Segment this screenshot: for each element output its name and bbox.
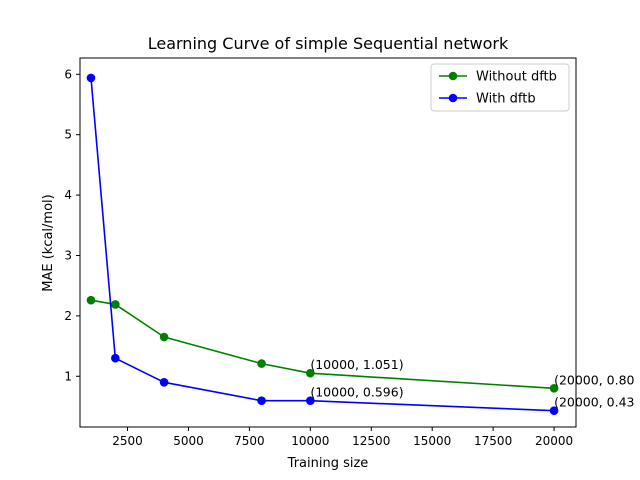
legend-label: Without dftb bbox=[476, 70, 557, 85]
x-tick-label: 5000 bbox=[173, 434, 204, 448]
legend-label: With dftb bbox=[476, 92, 536, 107]
data-point-without-dftb bbox=[306, 368, 315, 378]
x-tick-label: 20000 bbox=[535, 434, 573, 448]
x-tick-label: 7500 bbox=[234, 434, 265, 448]
data-point-without-dftb bbox=[159, 332, 169, 342]
chart-title: Learning Curve of simple Sequential netw… bbox=[148, 34, 509, 53]
plot-area: 2500 5000 7500 10000 12500 15000 17500 20000 1 2 3… bbox=[64, 67, 634, 448]
point-annotation: (20000, 0.43 bbox=[554, 395, 634, 410]
x-tick-label: 17500 bbox=[474, 434, 512, 448]
legend-marker bbox=[448, 71, 458, 81]
point-annotation: (20000, 0.80 bbox=[554, 372, 634, 387]
y-tick-label: 2 bbox=[64, 309, 72, 323]
y-tick-label: 1 bbox=[64, 369, 72, 383]
point-annotation: (10000, 1.051) bbox=[310, 357, 403, 372]
series-line-with-dftb bbox=[90, 77, 555, 412]
x-tick-label: 2500 bbox=[112, 434, 143, 448]
data-point-with-dftb bbox=[159, 378, 169, 387]
data-point-with-dftb bbox=[306, 396, 315, 405]
data-point-with-dftb bbox=[257, 396, 266, 405]
legend-marker bbox=[448, 93, 458, 103]
data-point-with-dftb bbox=[549, 406, 559, 415]
x-axis-label: Training size bbox=[287, 456, 369, 471]
y-tick-label: 4 bbox=[64, 188, 72, 202]
data-point-without-dftb bbox=[257, 359, 266, 368]
axes-frame bbox=[79, 57, 577, 428]
legend: Without dftb With dftb bbox=[430, 63, 570, 112]
data-point-without-dftb bbox=[111, 300, 120, 309]
y-tick-label: 5 bbox=[64, 128, 72, 142]
data-point-with-dftb bbox=[86, 73, 96, 83]
data-point-without-dftb bbox=[549, 384, 559, 393]
data-point-with-dftb bbox=[111, 353, 120, 363]
x-tick-label: 12500 bbox=[352, 434, 390, 448]
y-tick-label: 6 bbox=[64, 67, 72, 81]
x-tick-label: 10000 bbox=[291, 434, 329, 448]
y-tick-label: 3 bbox=[64, 248, 72, 262]
data-point-without-dftb bbox=[86, 295, 96, 305]
point-annotation: (10000, 0.596) bbox=[310, 385, 403, 400]
y-axis-label: MAE (kcal/mol) bbox=[41, 194, 56, 291]
x-tick-label: 15000 bbox=[413, 434, 451, 448]
